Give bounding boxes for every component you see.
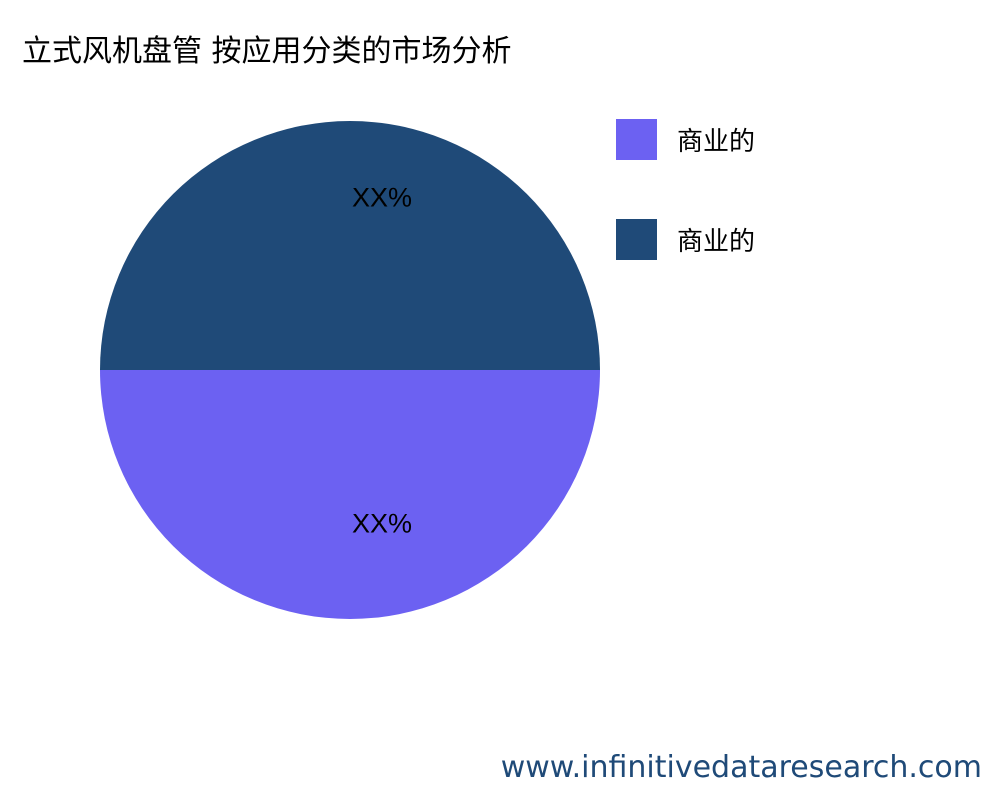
legend-item: 商业的 — [616, 219, 755, 260]
slice-label: XX% — [352, 183, 412, 213]
legend-item: 商业的 — [616, 119, 755, 160]
slice-label: XX% — [352, 508, 412, 538]
legend-swatch — [616, 219, 657, 260]
legend-swatch — [616, 119, 657, 160]
watermark: www.infinitivedataresearch.com — [500, 750, 982, 785]
chart-title: 立式风机盘管 按应用分类的市场分析 — [22, 34, 512, 69]
pie-slice — [100, 370, 600, 619]
legend-label: 商业的 — [677, 227, 756, 257]
pie-slice — [100, 121, 600, 370]
legend-label: 商业的 — [677, 127, 756, 157]
